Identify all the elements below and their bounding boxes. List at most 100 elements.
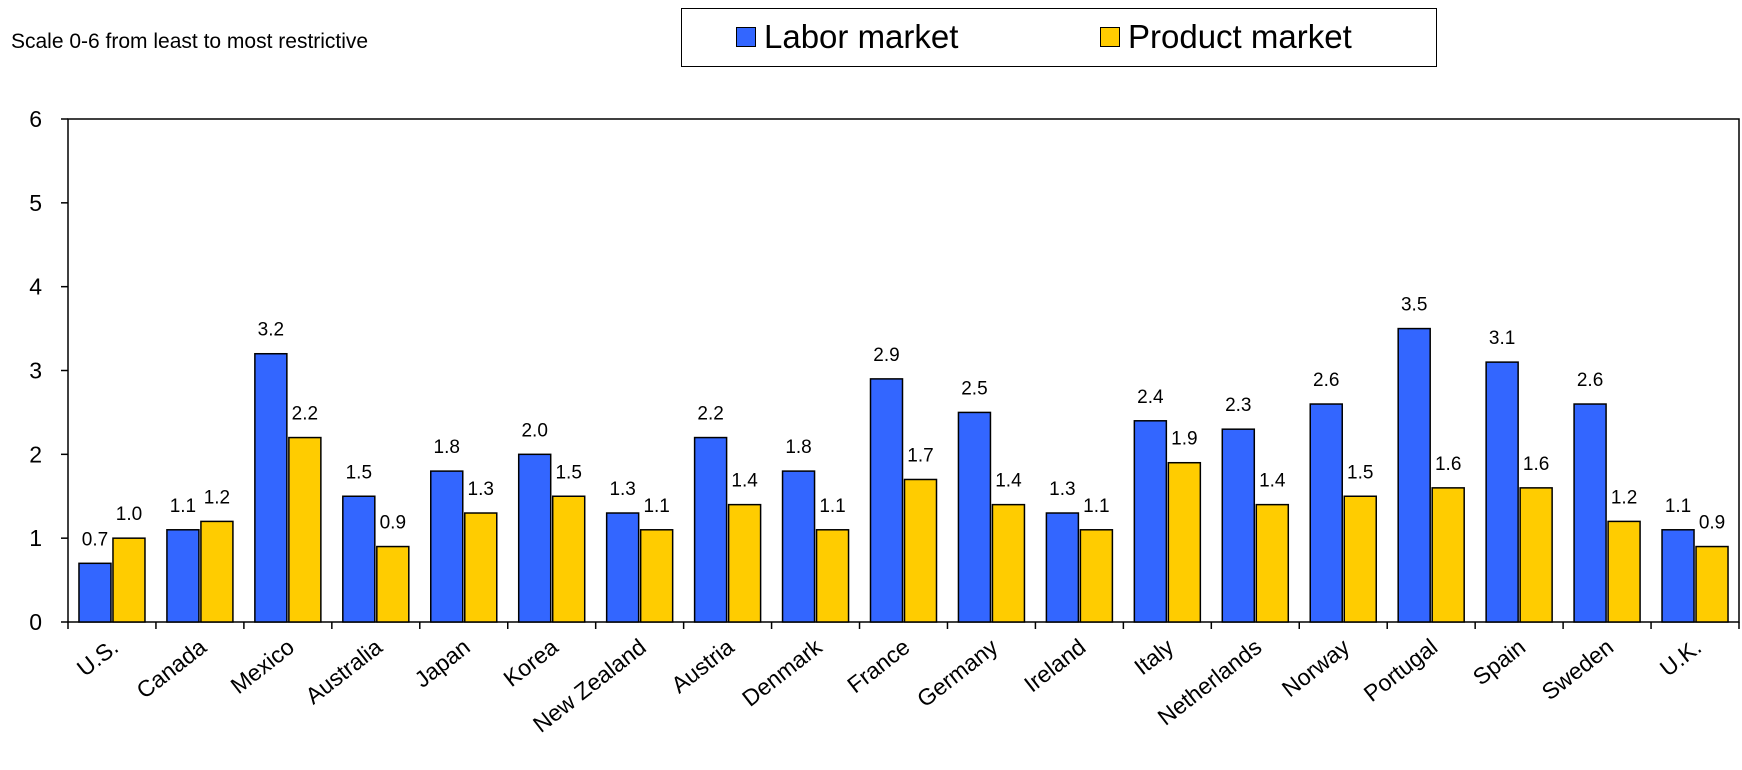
legend: Labor market Product market — [681, 8, 1437, 67]
bar — [1661, 529, 1695, 623]
data-label: 1.2 — [1611, 487, 1637, 508]
data-label: 2.2 — [697, 404, 723, 425]
bar — [517, 453, 552, 623]
bar — [727, 503, 762, 623]
bar — [1133, 420, 1168, 623]
data-label: 1.4 — [1259, 471, 1286, 492]
data-label: 1.1 — [643, 496, 669, 517]
bar — [112, 537, 146, 623]
legend-item-labor: Labor market — [736, 18, 958, 56]
x-tick-label: Germany — [912, 633, 1003, 712]
x-tick-label: France — [842, 633, 914, 698]
data-label: 2.6 — [1577, 370, 1603, 391]
bar — [288, 436, 322, 623]
bar — [551, 495, 586, 623]
data-label: 1.4 — [995, 471, 1022, 492]
bar — [605, 512, 640, 623]
data-label: 2.2 — [292, 404, 318, 425]
x-tick-label: Korea — [498, 633, 563, 691]
bar — [1221, 428, 1256, 623]
data-label: 1.1 — [170, 496, 196, 517]
data-label: 3.5 — [1401, 295, 1427, 316]
data-label: 2.6 — [1313, 370, 1339, 391]
y-tick-label: 4 — [29, 274, 42, 300]
bar — [1607, 520, 1641, 623]
bar — [254, 352, 288, 623]
data-label: 2.0 — [521, 420, 547, 441]
x-tick-label: Norway — [1277, 633, 1355, 702]
data-label: 1.6 — [1523, 454, 1549, 475]
y-tick-label: 2 — [29, 441, 42, 467]
x-tick-label: Mexico — [226, 633, 299, 698]
data-label: 1.2 — [204, 487, 230, 508]
bar — [430, 470, 464, 623]
data-label: 2.9 — [873, 345, 899, 366]
bar — [464, 512, 498, 623]
x-tick-label: Ireland — [1019, 633, 1090, 697]
legend-item-product: Product market — [1100, 18, 1352, 56]
bar — [1431, 487, 1465, 623]
x-tick-label: Italy — [1129, 633, 1179, 680]
legend-label-labor: Labor market — [764, 18, 959, 55]
legend-label-product: Product market — [1128, 18, 1352, 55]
y-tick-label: 6 — [29, 106, 42, 132]
x-tick-label: Canada — [131, 633, 211, 703]
bar — [1485, 361, 1519, 623]
legend-swatch-product — [1100, 27, 1120, 47]
x-tick-label: Denmark — [737, 633, 827, 711]
bar — [693, 436, 728, 623]
bar — [1079, 529, 1114, 623]
legend-swatch-labor — [736, 27, 756, 47]
data-label: 0.9 — [1699, 513, 1725, 534]
data-label: 1.7 — [907, 445, 933, 466]
data-label: 0.9 — [380, 513, 406, 534]
bar — [957, 411, 992, 623]
data-label: 3.2 — [258, 320, 284, 341]
data-label: 1.5 — [555, 462, 581, 483]
data-label: 2.5 — [961, 378, 987, 399]
y-tick-label: 3 — [29, 358, 42, 384]
bar — [815, 529, 850, 623]
x-tick-label: Spain — [1468, 633, 1530, 690]
x-tick-label: Austria — [666, 633, 739, 698]
y-tick-label: 1 — [29, 525, 42, 551]
bar — [376, 545, 410, 623]
bar — [78, 562, 112, 623]
bar — [166, 529, 200, 623]
bar — [200, 520, 234, 623]
bar — [1397, 327, 1431, 623]
data-label: 3.1 — [1489, 328, 1515, 349]
bar — [1343, 495, 1377, 623]
data-label: 1.1 — [819, 496, 845, 517]
data-label: 1.8 — [785, 437, 811, 458]
bar — [869, 378, 904, 623]
data-label: 1.0 — [116, 504, 142, 525]
data-label: 1.5 — [346, 462, 372, 483]
bar — [1309, 403, 1343, 623]
data-label: 2.4 — [1137, 387, 1164, 408]
data-label: 1.3 — [1049, 479, 1075, 500]
bar — [991, 503, 1026, 623]
data-label: 1.1 — [1665, 496, 1691, 517]
data-label: 1.6 — [1435, 454, 1461, 475]
x-tick-label: U.K. — [1655, 633, 1706, 681]
bar — [1045, 512, 1080, 623]
bar — [342, 495, 376, 623]
data-label: 1.3 — [609, 479, 635, 500]
bar — [1519, 487, 1553, 623]
x-tick-label: Japan — [409, 633, 474, 692]
chart-subtitle: Scale 0-6 from least to most restrictive — [11, 30, 369, 53]
data-label: 0.7 — [82, 529, 108, 550]
data-label: 1.1 — [1083, 496, 1109, 517]
data-label: 1.9 — [1171, 429, 1197, 450]
bar — [1255, 503, 1290, 623]
data-label: 1.3 — [468, 479, 494, 500]
bar — [639, 529, 674, 623]
x-tick-label: U.S. — [72, 633, 123, 681]
y-tick-label: 0 — [29, 609, 42, 635]
data-label: 1.5 — [1347, 462, 1373, 483]
bar — [1573, 403, 1607, 623]
y-tick-label: 5 — [29, 190, 42, 216]
bar — [1167, 461, 1202, 623]
